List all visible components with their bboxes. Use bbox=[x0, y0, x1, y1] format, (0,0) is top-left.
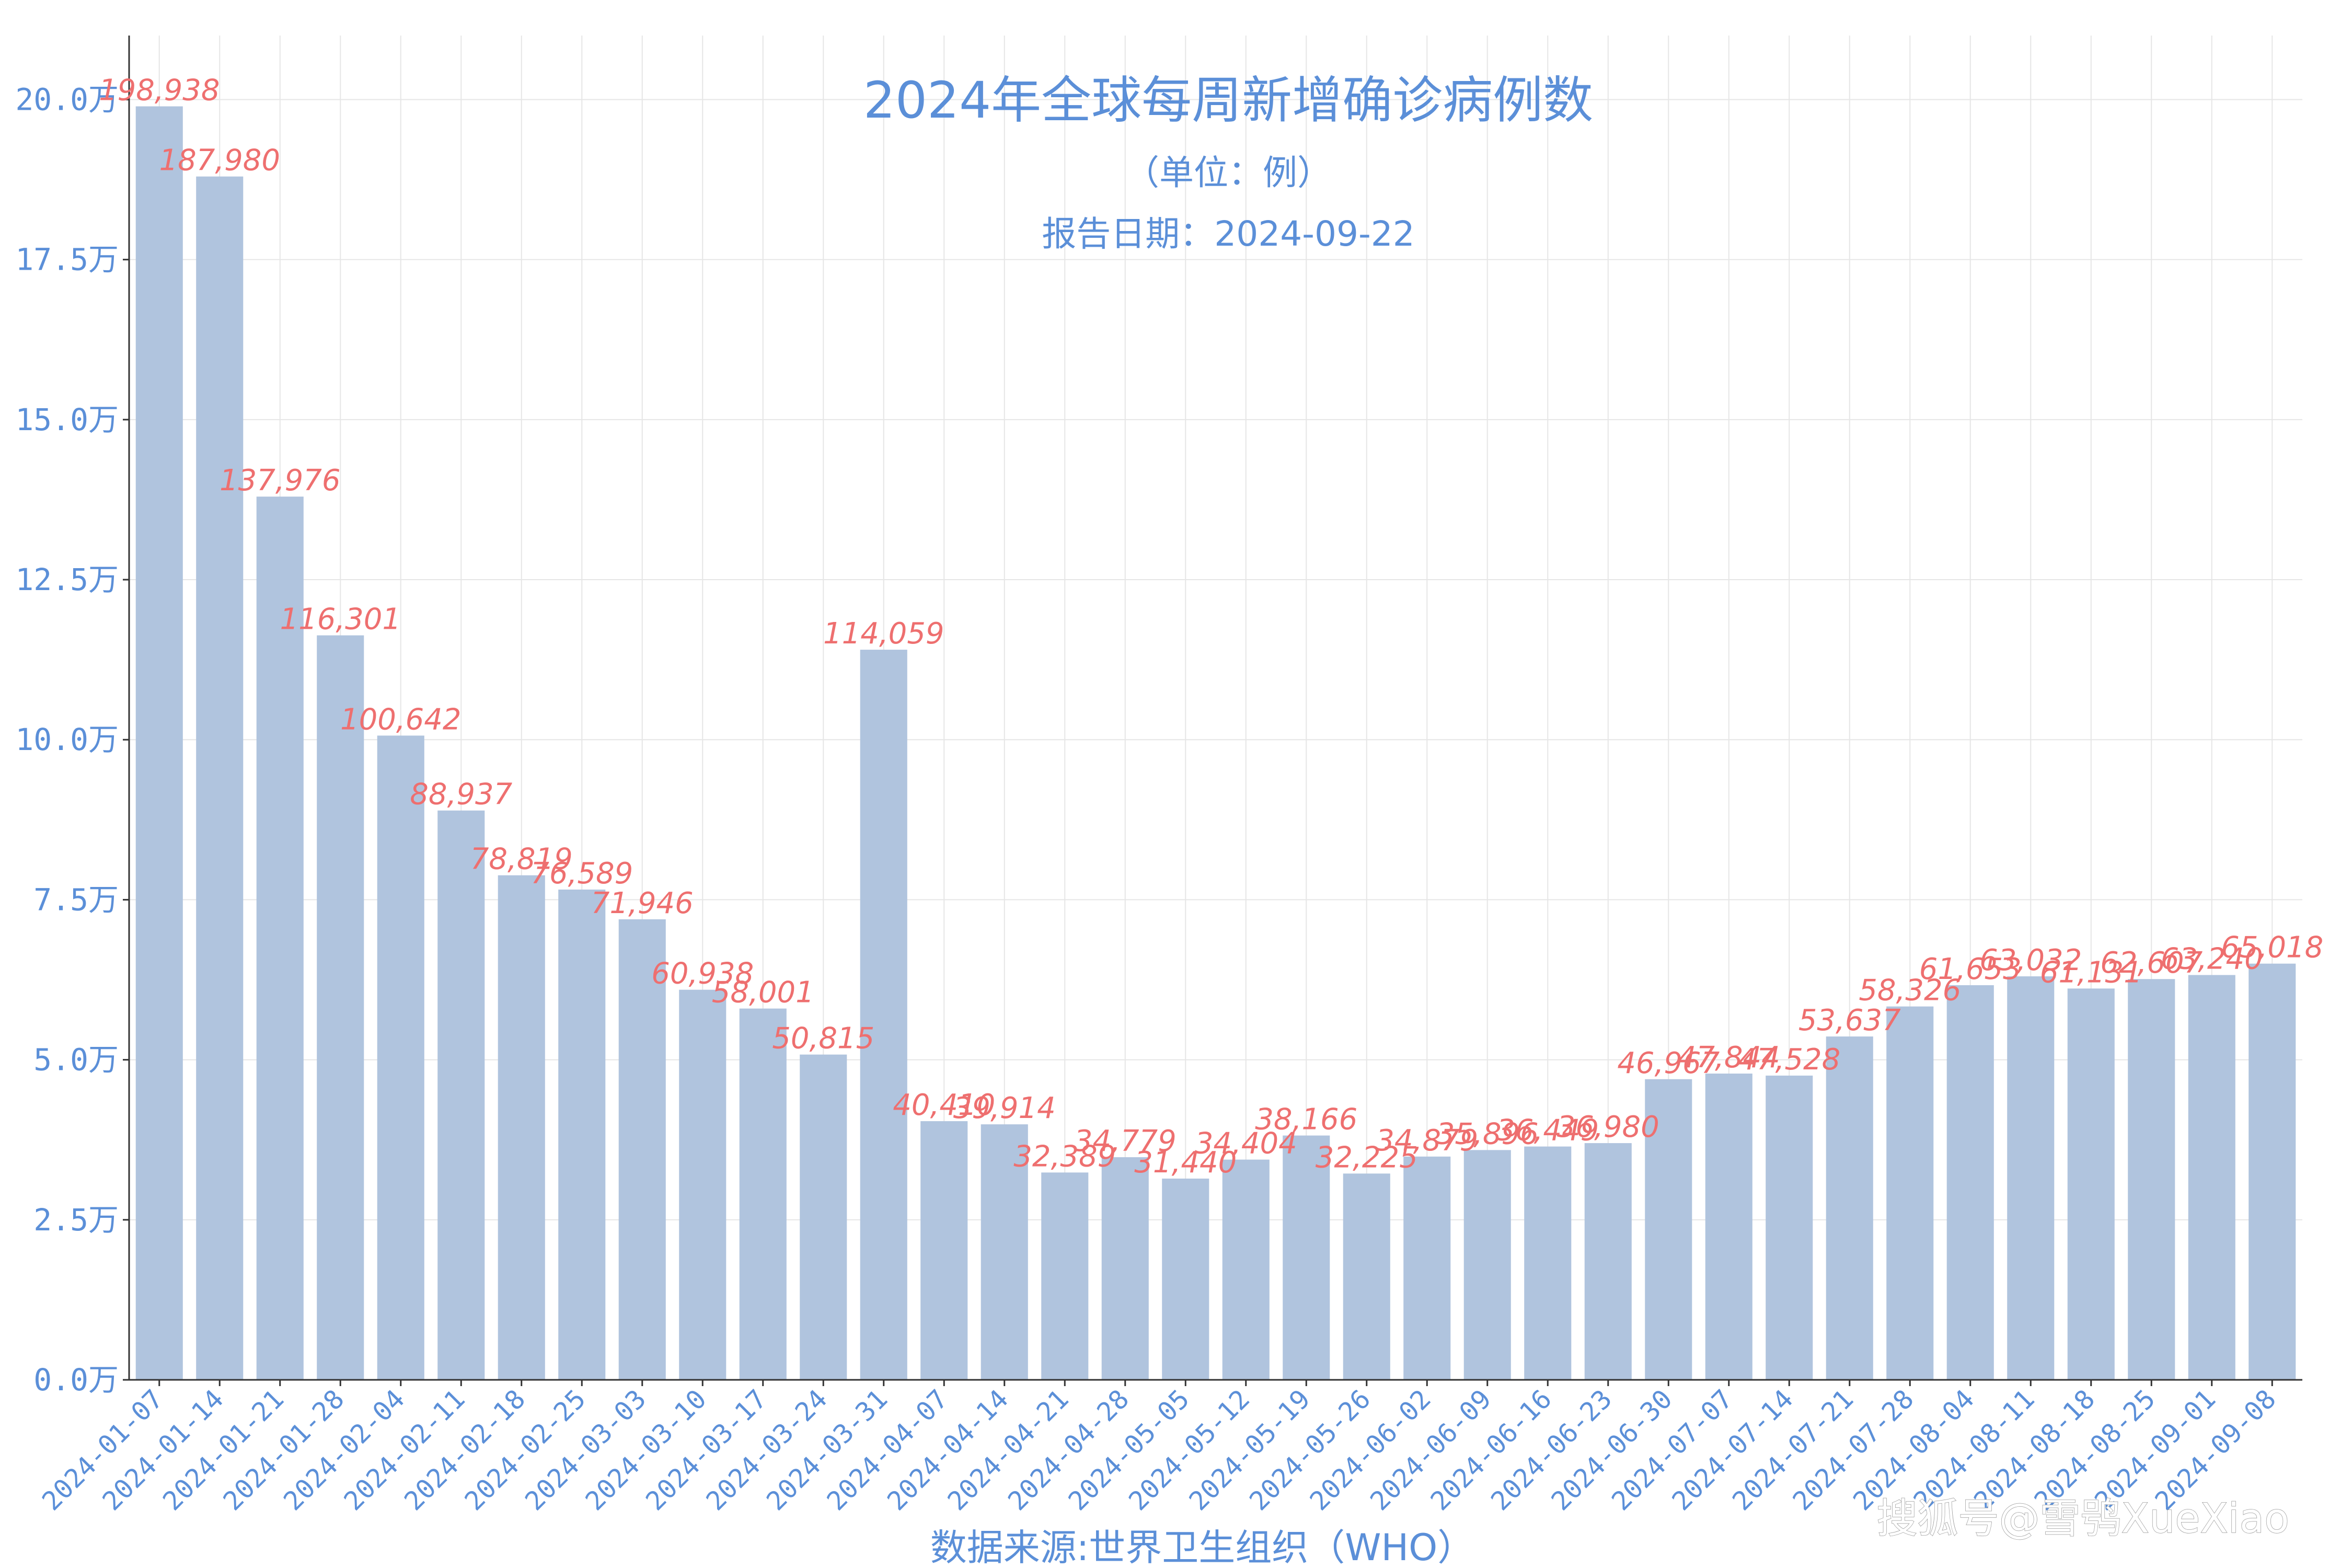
bar bbox=[739, 1008, 787, 1380]
data-label: 47,844 bbox=[1678, 1041, 1780, 1075]
bar bbox=[2188, 975, 2235, 1380]
bar bbox=[558, 889, 606, 1380]
y-tick-label: 17.5万 bbox=[15, 242, 119, 278]
data-label: 65,018 bbox=[2221, 931, 2323, 965]
bar bbox=[1766, 1075, 1813, 1380]
data-label: 63,032 bbox=[1979, 943, 2082, 977]
bar bbox=[1463, 1150, 1511, 1380]
bar bbox=[2128, 979, 2175, 1380]
data-label: 46,967 bbox=[1617, 1046, 1720, 1080]
data-label: 47,528 bbox=[1738, 1043, 1840, 1077]
y-tick-label: 12.5万 bbox=[15, 562, 119, 597]
y-tick-label: 10.0万 bbox=[15, 722, 119, 757]
bar bbox=[498, 875, 545, 1380]
data-label: 38,166 bbox=[1255, 1103, 1357, 1137]
report-date: 报告日期：2024-09-22 bbox=[1042, 214, 1415, 254]
bar bbox=[860, 650, 907, 1380]
y-tick-label: 5.0万 bbox=[33, 1042, 119, 1078]
y-tick-label: 20.0万 bbox=[15, 82, 119, 117]
data-label: 58,001 bbox=[712, 976, 814, 1010]
bar bbox=[196, 176, 244, 1380]
data-labels: 198,938 187,980 137,976 116,301 100,642 88,93… bbox=[99, 73, 2323, 1179]
data-label: 114,059 bbox=[823, 617, 944, 651]
bar bbox=[1283, 1135, 1330, 1380]
watermark: 搜狐号@雪鸮XueXiao bbox=[1877, 1495, 2289, 1542]
bar bbox=[1222, 1159, 1270, 1380]
data-label: 116,301 bbox=[280, 603, 401, 637]
bar bbox=[1946, 985, 1994, 1380]
data-label: 39,914 bbox=[953, 1091, 1056, 1125]
bar bbox=[377, 735, 424, 1380]
data-label: 137,976 bbox=[220, 464, 341, 498]
bar bbox=[920, 1121, 968, 1380]
data-label: 88,937 bbox=[410, 778, 512, 812]
bar bbox=[1403, 1156, 1451, 1380]
data-label: 34,404 bbox=[1195, 1127, 1297, 1161]
bar bbox=[2249, 963, 2296, 1380]
data-label: 61,131 bbox=[2040, 955, 2142, 989]
bar bbox=[2007, 976, 2055, 1380]
data-label: 58,326 bbox=[1859, 974, 1961, 1008]
data-label: 31,440 bbox=[1134, 1146, 1237, 1180]
data-label: 62,607 bbox=[2100, 946, 2203, 980]
bar bbox=[679, 989, 727, 1380]
data-label: 32,225 bbox=[1316, 1140, 1418, 1174]
data-label: 198,938 bbox=[99, 73, 220, 107]
bar bbox=[2067, 988, 2115, 1380]
bar bbox=[1705, 1074, 1753, 1380]
bar bbox=[135, 106, 183, 1380]
bars bbox=[135, 106, 2296, 1380]
bar bbox=[1826, 1036, 1873, 1380]
bar bbox=[1524, 1146, 1572, 1380]
data-label: 34,779 bbox=[1074, 1124, 1177, 1158]
bar bbox=[1886, 1006, 1934, 1380]
bar bbox=[618, 919, 666, 1380]
y-ticks: 0.0万 2.5万 5.0万 7.5万 10.0万 12.5万 15.0万 17.5万 20.0… bbox=[15, 82, 129, 1398]
y-tick-label: 7.5万 bbox=[33, 882, 119, 917]
data-label: 61,653 bbox=[1919, 952, 2022, 986]
data-label: 76,589 bbox=[531, 857, 633, 891]
data-label: 63,240 bbox=[2161, 942, 2263, 976]
bar bbox=[1584, 1143, 1632, 1380]
y-tick-label: 0.0万 bbox=[33, 1362, 119, 1398]
data-label: 35,896 bbox=[1436, 1117, 1539, 1151]
x-axis-label: 数据来源:世界卫生组织（WHO） bbox=[930, 1526, 1474, 1568]
bar bbox=[1162, 1178, 1209, 1380]
bar bbox=[437, 810, 485, 1380]
data-label: 100,642 bbox=[340, 702, 462, 736]
data-label: 36,980 bbox=[1557, 1110, 1659, 1144]
data-label: 36,449 bbox=[1496, 1114, 1599, 1148]
data-label: 187,980 bbox=[159, 144, 280, 178]
bar bbox=[1343, 1173, 1390, 1380]
bar bbox=[1645, 1079, 1692, 1380]
data-label: 40,410 bbox=[893, 1088, 995, 1122]
y-tick-label: 15.0万 bbox=[15, 402, 119, 437]
data-label: 53,637 bbox=[1798, 1004, 1901, 1037]
bar bbox=[317, 635, 364, 1380]
data-label: 78,819 bbox=[470, 843, 573, 877]
bar bbox=[1041, 1172, 1089, 1380]
bar bbox=[256, 497, 304, 1380]
bar bbox=[1101, 1157, 1149, 1380]
data-label: 50,815 bbox=[772, 1022, 874, 1056]
data-label: 71,946 bbox=[591, 886, 694, 920]
y-tick-label: 2.5万 bbox=[33, 1202, 119, 1238]
bar bbox=[800, 1054, 847, 1380]
chart-title: 2024年全球每周新增确诊病例数 bbox=[863, 71, 1593, 130]
data-label: 34,879 bbox=[1376, 1124, 1478, 1158]
chart-subtitle: （单位：例） bbox=[1125, 153, 1332, 193]
data-label: 32,389 bbox=[1013, 1139, 1116, 1173]
bar bbox=[981, 1124, 1028, 1380]
data-label: 60,938 bbox=[651, 957, 754, 991]
